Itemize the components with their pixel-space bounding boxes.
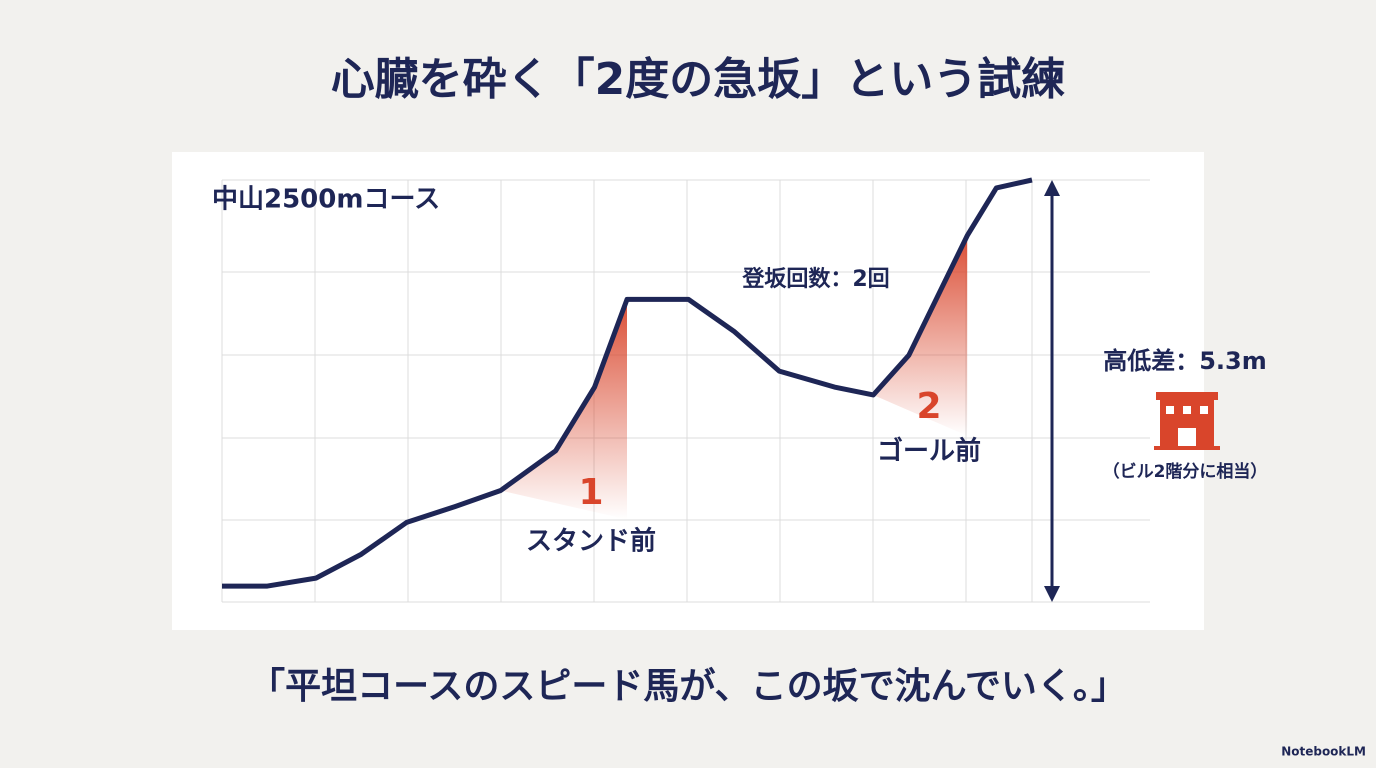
quote: 「平坦コースのスピード馬が、この坂で沈んでいく。」 bbox=[249, 666, 1127, 707]
height-note: （ビル2階分に相当） bbox=[1103, 461, 1268, 482]
elevation-line bbox=[222, 177, 1033, 589]
height-diff: 高低差：5.3m bbox=[1103, 347, 1267, 375]
slope-highlight bbox=[500, 299, 627, 520]
slope-label: ゴール前 bbox=[877, 436, 981, 467]
slide-title: 心臓を砕く「2度の急坂」という試練 bbox=[331, 54, 1066, 105]
footer: NotebookLM bbox=[1281, 745, 1366, 759]
slope-number: 1 bbox=[578, 472, 603, 513]
chart-panel bbox=[172, 152, 1204, 630]
building-icon bbox=[1154, 392, 1220, 450]
climb-count: 登坂回数：2回 bbox=[741, 266, 889, 292]
chart-title: 中山2500mコース bbox=[212, 185, 440, 215]
slope-number: 2 bbox=[916, 386, 941, 427]
slope-label: スタンド前 bbox=[526, 526, 656, 557]
height-arrow bbox=[1044, 180, 1060, 602]
